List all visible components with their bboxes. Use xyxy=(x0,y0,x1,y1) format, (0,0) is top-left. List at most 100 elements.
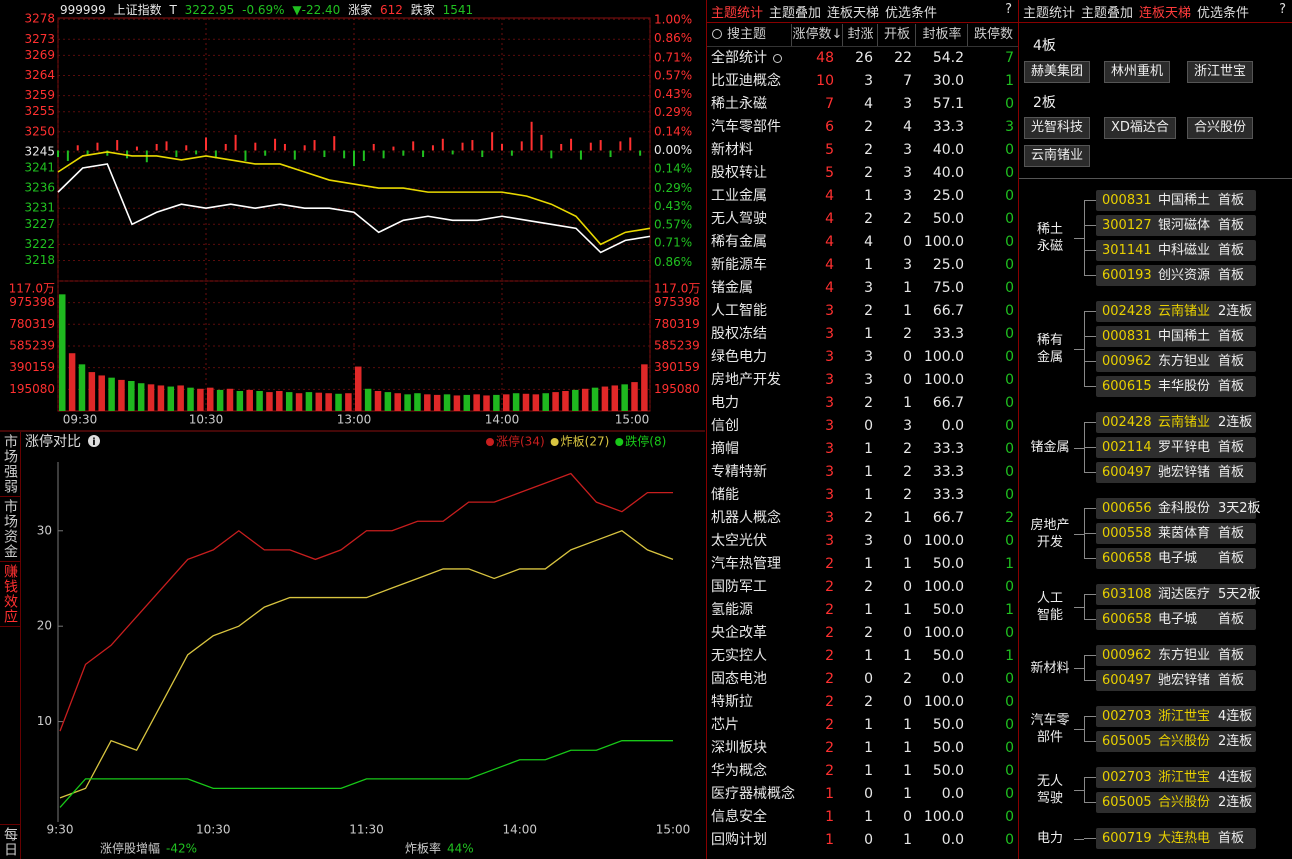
stock-item[interactable]: 002703 浙江世宝 4连板 xyxy=(1096,706,1256,727)
theme-name[interactable]: 信息安全 xyxy=(711,809,767,825)
theme-name[interactable]: 比亚迪概念 xyxy=(711,73,781,89)
stock-button[interactable]: 赫美集团 xyxy=(1024,61,1091,83)
theme-name[interactable]: 工业金属 xyxy=(711,188,767,204)
column-header[interactable]: 涨停数↓ xyxy=(791,24,843,46)
theme-cell: 1 xyxy=(903,740,912,756)
theme-cell: 3 xyxy=(864,349,873,365)
stock-item[interactable]: 600615 丰华股份 首板 xyxy=(1096,376,1256,397)
bracket xyxy=(1084,275,1096,276)
theme-name[interactable]: 绿色电力 xyxy=(711,349,767,365)
stock-item[interactable]: 600658 电子城 首板 xyxy=(1096,548,1256,569)
theme-name[interactable]: 新能源车 xyxy=(711,257,767,273)
theme-name[interactable]: 稀有金属 xyxy=(711,234,767,250)
theme-name[interactable]: 摘帽 xyxy=(711,441,739,457)
theme-name[interactable]: 太空光伏 xyxy=(711,533,767,549)
tab[interactable]: 主题叠加 xyxy=(1081,6,1134,21)
theme-name[interactable]: 汽车热管理 xyxy=(711,556,781,572)
stock-item[interactable]: 000962 东方钽业 首板 xyxy=(1096,645,1256,666)
stock-item[interactable]: 000656 金科股份 3天2板 xyxy=(1096,498,1261,519)
stock-item[interactable]: 600193 创兴资源 首板 xyxy=(1096,265,1256,286)
column-header[interactable]: 封涨 xyxy=(842,24,878,46)
theme-name[interactable]: 人工智能 xyxy=(711,303,767,319)
stock-button[interactable]: 林州重机 xyxy=(1104,61,1171,83)
side-tab[interactable]: 市场强弱 xyxy=(0,432,20,497)
theme-name[interactable]: 房地产开发 xyxy=(711,372,781,388)
stock-item[interactable]: 600719 大连热电 首板 xyxy=(1096,828,1256,849)
column-header[interactable]: 跌停数 xyxy=(967,24,1018,46)
theme-cell: 1 xyxy=(864,188,873,204)
y2-tick-label: 0.14% xyxy=(654,125,692,139)
stock-item[interactable]: 300127 银河磁体 首板 xyxy=(1096,215,1256,236)
theme-cell: 2 xyxy=(864,694,873,710)
theme-name[interactable]: 特斯拉 xyxy=(711,694,753,710)
side-tab[interactable]: 赚钱效应 xyxy=(0,562,20,627)
tab[interactable]: ? xyxy=(1005,2,1012,17)
theme-name[interactable]: 机器人概念 xyxy=(711,510,781,526)
tab[interactable]: 优选条件 xyxy=(1197,6,1250,21)
stock-item[interactable]: 605005 合兴股份 2连板 xyxy=(1096,792,1256,813)
theme-name[interactable]: 氢能源 xyxy=(711,602,753,618)
theme-name[interactable]: 固态电池 xyxy=(711,671,767,687)
tab[interactable]: 连板天梯 xyxy=(1139,6,1192,21)
theme-name[interactable]: 稀土永磁 xyxy=(711,96,767,112)
stock-button[interactable]: 浙江世宝 xyxy=(1187,61,1254,83)
tab[interactable]: 连板天梯 xyxy=(827,6,880,21)
stock-item[interactable]: 603108 润达医疗 5天2板 xyxy=(1096,584,1261,605)
theme-name[interactable]: 锗金属 xyxy=(711,280,753,296)
stock-item[interactable]: 002114 罗平锌电 首板 xyxy=(1096,437,1256,458)
stock-item[interactable]: 002428 云南锗业 2连板 xyxy=(1096,301,1256,322)
theme-name[interactable]: 无人驾驶 xyxy=(711,211,767,227)
theme-name[interactable]: 深圳板块 xyxy=(711,740,767,756)
tab[interactable]: 主题叠加 xyxy=(769,6,822,21)
theme-name[interactable]: 芯片 xyxy=(711,717,739,733)
theme-name[interactable]: 回购计划 xyxy=(711,832,767,848)
theme-name[interactable]: 信创 xyxy=(711,418,739,434)
theme-name[interactable]: 国防军工 xyxy=(711,579,767,595)
stock-item[interactable]: 000831 中国稀土 首板 xyxy=(1096,326,1256,347)
theme-name[interactable]: 医疗器械概念 xyxy=(711,786,795,802)
theme-name[interactable]: 股权冻结 xyxy=(711,326,767,342)
stock-item[interactable]: 000831 中国稀土 首板 xyxy=(1096,190,1256,211)
theme-cell: 1 xyxy=(903,717,912,733)
bracket xyxy=(1084,655,1096,656)
theme-cell: 3 xyxy=(825,533,834,549)
theme-name[interactable]: 无实控人 xyxy=(711,648,767,664)
tab[interactable]: 主题统计 xyxy=(711,6,764,21)
stock-item[interactable]: 301141 中科磁业 首板 xyxy=(1096,240,1256,261)
stock-item[interactable]: 600497 驰宏锌锗 首板 xyxy=(1096,670,1256,691)
stock-item[interactable]: 002428 云南锗业 2连板 xyxy=(1096,412,1256,433)
breadth-bar xyxy=(96,142,99,151)
column-header[interactable]: 搜主题 xyxy=(727,27,767,42)
theme-name[interactable]: 新材料 xyxy=(711,142,753,158)
theme-name[interactable]: 华为概念 xyxy=(711,763,767,779)
theme-name[interactable]: 储能 xyxy=(711,487,739,503)
group-label: 稀有 金属 xyxy=(1019,332,1081,366)
stock-button[interactable]: 光智科技 xyxy=(1024,117,1091,139)
column-header[interactable]: 开板 xyxy=(877,24,916,46)
stock-item[interactable]: 600497 驰宏锌锗 首板 xyxy=(1096,462,1256,483)
column-header[interactable]: 封板率 xyxy=(915,24,968,46)
tab[interactable]: 优选条件 xyxy=(885,6,938,21)
stock-item[interactable]: 000962 东方钽业 首板 xyxy=(1096,351,1256,372)
theme-name[interactable]: 央企改革 xyxy=(711,625,767,641)
theme-name[interactable]: 股权转让 xyxy=(711,165,767,181)
y2-tick-label: 0.43% xyxy=(654,87,692,101)
stock-button[interactable]: 云南锗业 xyxy=(1024,145,1091,167)
bracket xyxy=(1084,200,1085,276)
theme-cell: 3 xyxy=(903,418,912,434)
stock-item[interactable]: 000558 莱茵体育 首板 xyxy=(1096,523,1256,544)
tab[interactable]: ? xyxy=(1279,2,1286,17)
side-tab[interactable]: 市场资金 xyxy=(0,497,20,562)
stock-item[interactable]: 605005 合兴股份 2连板 xyxy=(1096,731,1256,752)
theme-name[interactable]: 专精特新 xyxy=(711,464,767,480)
stock-item[interactable]: 002703 浙江世宝 4连板 xyxy=(1096,767,1256,788)
stock-button[interactable]: XD福达合 xyxy=(1104,117,1176,139)
theme-name[interactable]: 全部统计 xyxy=(711,50,767,66)
theme-name[interactable]: 汽车零部件 xyxy=(711,119,781,135)
tab[interactable]: 主题统计 xyxy=(1023,6,1076,21)
stock-item[interactable]: 600658 电子城 首板 xyxy=(1096,609,1256,630)
side-tab[interactable]: 每日 xyxy=(0,824,20,859)
stat-value: 44% xyxy=(447,842,474,856)
stock-button[interactable]: 合兴股份 xyxy=(1187,117,1254,139)
theme-name[interactable]: 电力 xyxy=(711,395,739,411)
